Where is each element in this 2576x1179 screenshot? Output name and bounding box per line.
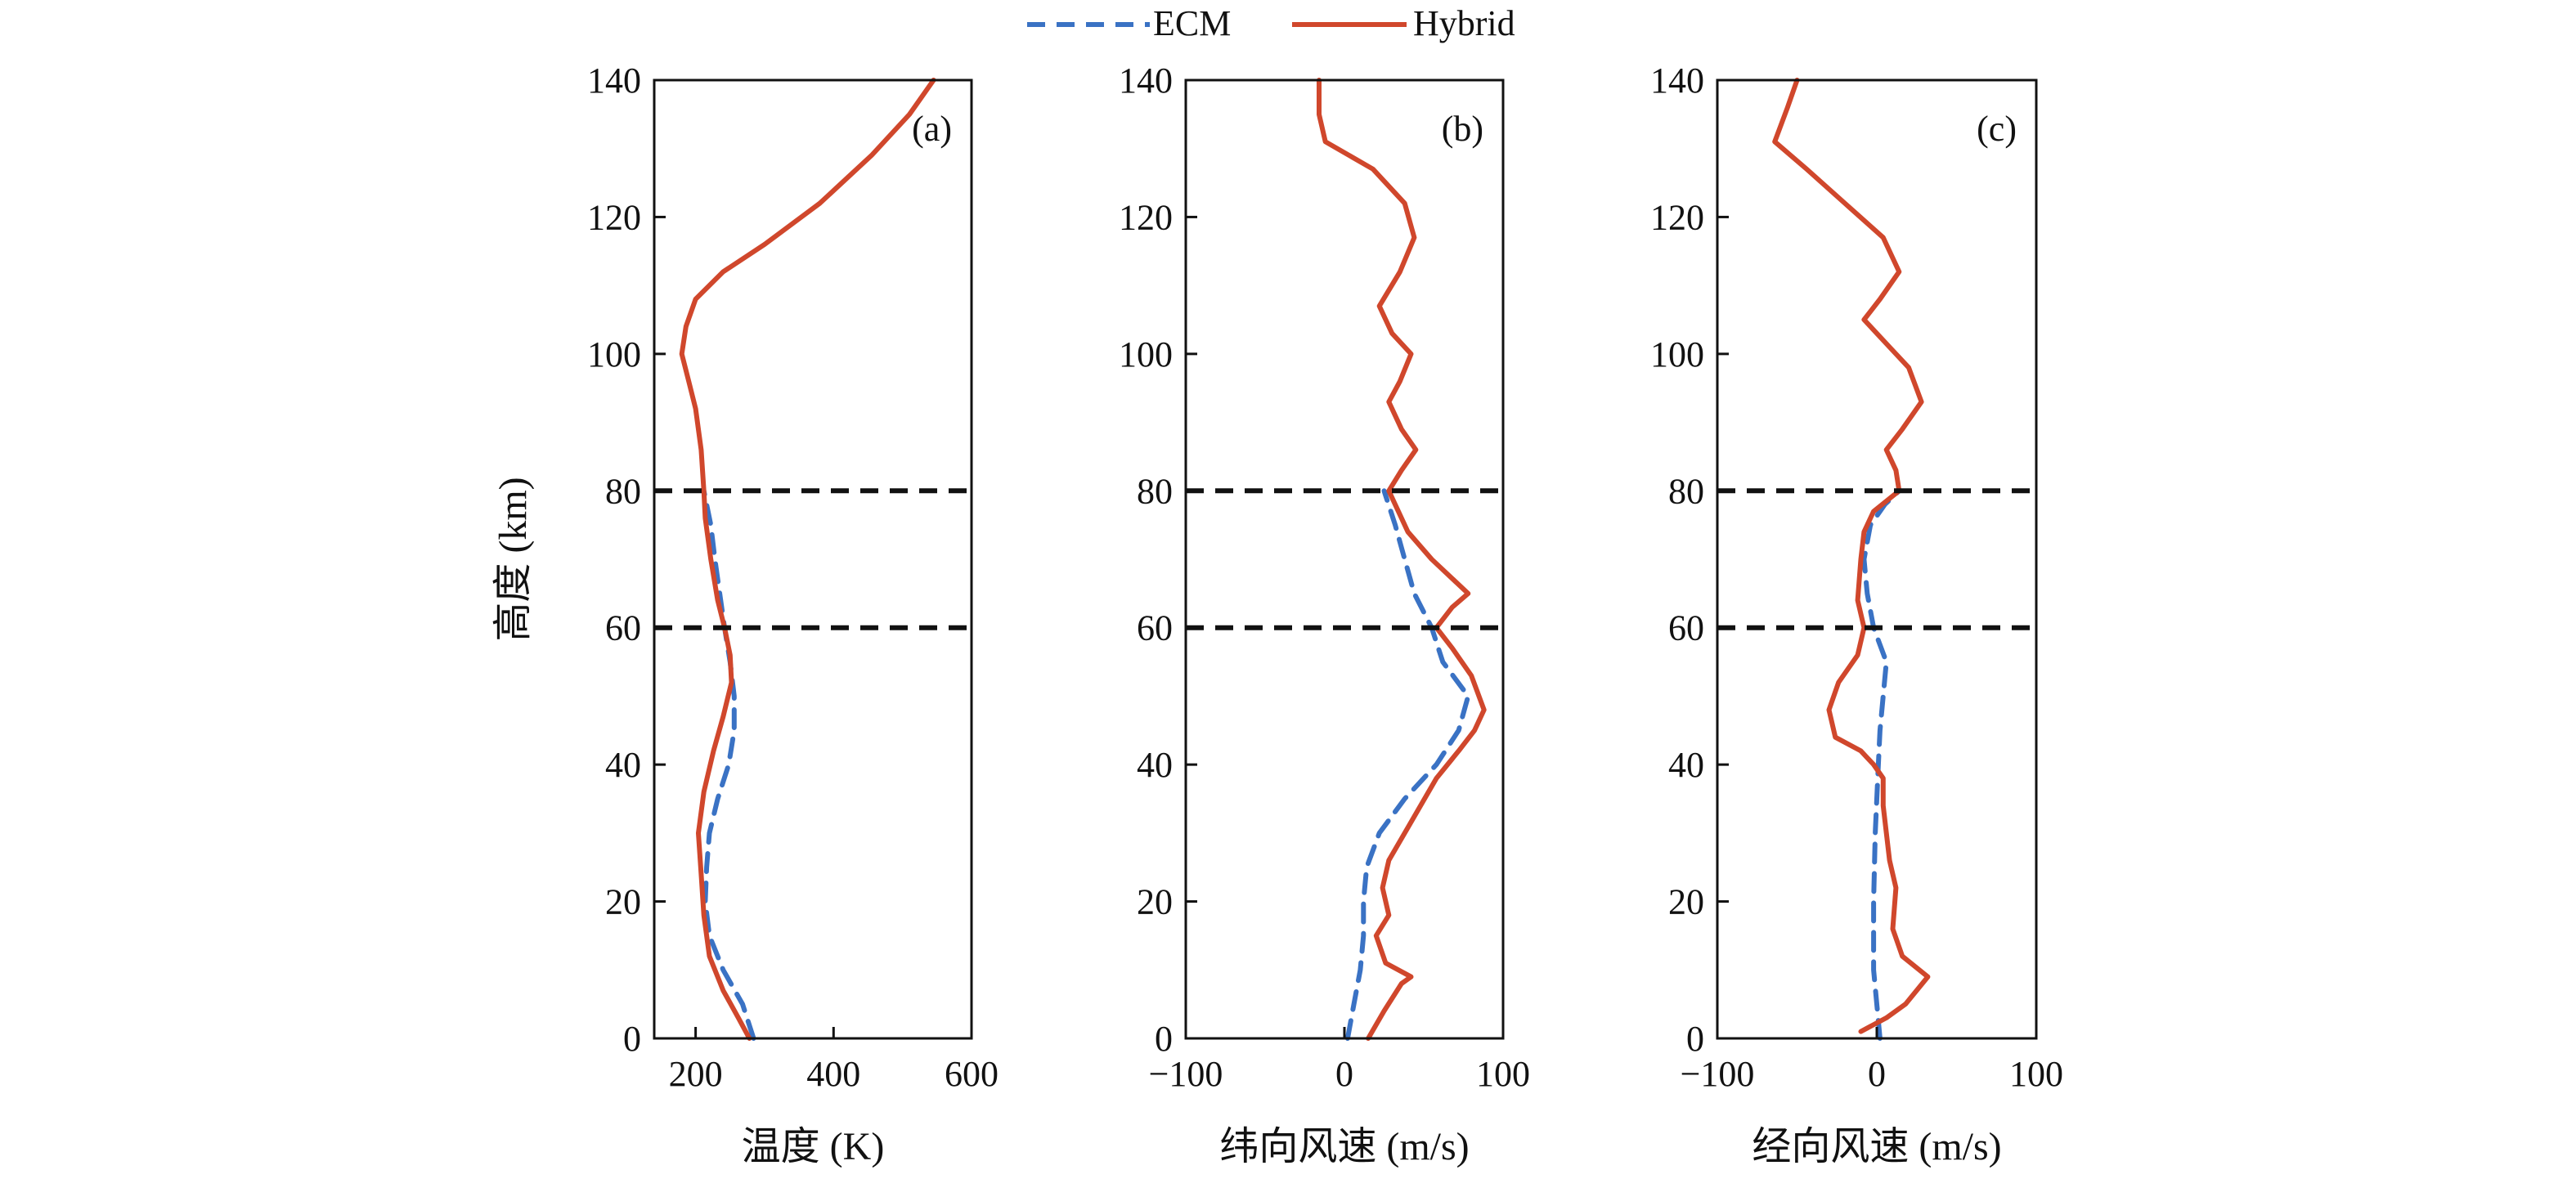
- x-axis-label: 温度 (K): [742, 1125, 885, 1168]
- y-tick-label: 0: [1686, 1019, 1704, 1059]
- legend: ECM Hybrid: [1027, 3, 1515, 43]
- series-ecm-line: [1861, 488, 1902, 1041]
- x-tick-label: 100: [1476, 1054, 1530, 1094]
- series-hybrid-line: [1772, 78, 1931, 1034]
- y-tick-label: 140: [1119, 61, 1173, 101]
- y-tick-label: 80: [1668, 471, 1704, 511]
- y-tick-label: 120: [587, 197, 641, 237]
- x-tick-label: 200: [669, 1054, 723, 1094]
- y-tick-label: 60: [1137, 608, 1173, 648]
- y-tick-label: 120: [1119, 197, 1173, 237]
- y-tick-label: 20: [1137, 882, 1173, 922]
- x-tick-label: −100: [1149, 1054, 1223, 1094]
- y-tick-label: 0: [623, 1019, 641, 1059]
- y-tick-label: 20: [1668, 882, 1704, 922]
- x-tick-label: 600: [945, 1054, 999, 1094]
- y-tick-label: 40: [605, 745, 641, 785]
- y-tick-label: 100: [587, 334, 641, 374]
- panel-label: (a): [912, 109, 952, 149]
- y-tick-label: 60: [605, 608, 641, 648]
- y-tick-label: 80: [605, 471, 641, 511]
- x-tick-label: 0: [1868, 1054, 1886, 1094]
- y-tick-label: 80: [1137, 471, 1173, 511]
- legend-hybrid-label: Hybrid: [1413, 3, 1515, 43]
- y-tick-label: 140: [1650, 61, 1704, 101]
- y-tick-label: 40: [1668, 745, 1704, 785]
- panel-label: (b): [1442, 109, 1483, 149]
- y-tick-label: 100: [1650, 334, 1704, 374]
- y-tick-label: 0: [1155, 1019, 1173, 1059]
- panel-a: 0 20 40 60 80 100 120 140 200 400 600 (a) 温度 (K): [587, 61, 999, 1168]
- x-tick-label: 0: [1335, 1054, 1353, 1094]
- panel-label: (c): [1977, 109, 2017, 149]
- series-hybrid-line: [1317, 78, 1487, 1041]
- y-tick-label: 20: [605, 882, 641, 922]
- x-tick-label: 400: [806, 1054, 860, 1094]
- plot-frame: [1184, 78, 1505, 1040]
- legend-ecm-label: ECM: [1153, 3, 1231, 43]
- x-tick-label: 100: [2009, 1054, 2063, 1094]
- plot-frame: [653, 78, 973, 1040]
- x-axis-label: 经向风速 (m/s): [1752, 1125, 2001, 1168]
- y-tick-label: 60: [1668, 608, 1704, 648]
- series-hybrid-line: [679, 78, 936, 1041]
- plot-frame: [1716, 78, 2038, 1040]
- y-tick-label: 120: [1650, 197, 1704, 237]
- y-tick-label: 100: [1119, 334, 1173, 374]
- shared-y-axis-label: 高度 (km): [491, 477, 535, 641]
- y-tick-label: 40: [1137, 745, 1173, 785]
- series-ecm-line: [701, 488, 756, 1041]
- y-tick-label: 140: [587, 61, 641, 101]
- series-ecm-line: [1344, 488, 1471, 1041]
- x-tick-label: −100: [1681, 1054, 1755, 1094]
- x-axis-label: 纬向风速 (m/s): [1219, 1125, 1469, 1168]
